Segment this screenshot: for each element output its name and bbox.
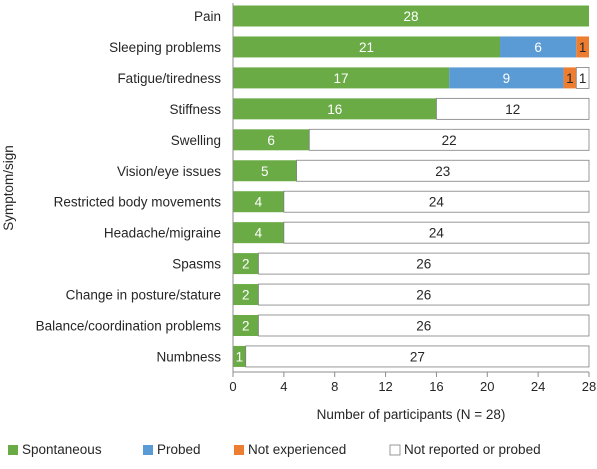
bar-segment-spontaneous (233, 129, 310, 151)
data-label: 9 (503, 71, 511, 86)
category-label: Swelling (171, 133, 221, 148)
data-label: 16 (327, 102, 342, 117)
data-label: 5 (261, 164, 269, 179)
data-label: 6 (534, 40, 542, 55)
category-label: Fatigue/tiredness (117, 71, 221, 86)
category-label: Stiffness (169, 102, 221, 117)
bar-segment-spontaneous (233, 284, 259, 306)
data-label: 17 (334, 71, 349, 86)
legend-swatch-not-reported-or-probed (389, 444, 401, 456)
bar-segment-not-reported-or-probed (296, 159, 590, 182)
data-label: 22 (442, 133, 457, 148)
x-tick-label: 8 (331, 379, 338, 394)
data-label: 21 (359, 40, 374, 55)
bar-segment-spontaneous (233, 222, 284, 244)
legend-swatch-not-experienced (234, 445, 244, 455)
data-label: 26 (416, 257, 431, 272)
bar-segment-not-reported-or-probed (283, 190, 590, 213)
data-label: 26 (416, 288, 431, 303)
legend-label-not-experienced: Not experienced (248, 442, 346, 457)
bar-segment-spontaneous (233, 315, 259, 336)
x-tick-label: 16 (429, 379, 443, 394)
bar-segment-not-experienced (576, 36, 589, 58)
data-label: 4 (255, 226, 263, 241)
category-label: Vision/eye issues (117, 164, 221, 179)
bar-segment-not-reported-or-probed (258, 314, 590, 337)
bar-segment-not-reported-or-probed (308, 128, 590, 151)
bar-segment-probed (449, 67, 564, 89)
x-tick-label: 0 (229, 379, 236, 394)
data-label: 1 (236, 349, 244, 364)
bar-segment-spontaneous (233, 345, 246, 367)
x-axis-title: Number of participants (N = 28) (317, 407, 506, 422)
bar-segment-probed (500, 36, 577, 58)
category-label: Spasms (172, 257, 221, 272)
bar-segment-spontaneous (233, 253, 259, 275)
bar-segment-not-reported-or-probed (245, 345, 590, 368)
bar-segment-not-experienced (563, 67, 577, 89)
bar-segment-spontaneous (233, 67, 450, 89)
bar-segment-not-reported-or-probed (283, 221, 590, 244)
x-tick-label: 4 (280, 379, 287, 394)
data-label: 2 (242, 288, 250, 303)
category-label: Pain (194, 9, 221, 24)
category-label: Numbness (156, 349, 221, 364)
bar-segment-not-reported-or-probed (258, 283, 590, 306)
x-tick-label: 28 (582, 379, 596, 394)
data-label: 1 (579, 40, 587, 55)
category-label: Sleeping problems (109, 40, 221, 55)
legend-label-probed: Probed (157, 442, 201, 457)
category-label: Headache/migraine (104, 226, 221, 241)
data-label: 26 (416, 319, 431, 334)
bar-segment-spontaneous (233, 5, 589, 27)
data-label: 28 (403, 9, 418, 24)
data-label: 27 (410, 349, 425, 364)
bar-segment-not-reported-or-probed (258, 252, 590, 275)
data-label: 23 (435, 164, 450, 179)
x-tick-label: 24 (531, 379, 545, 394)
category-label: Restricted body movements (54, 195, 222, 210)
x-tick-label: 20 (480, 379, 494, 394)
data-label: 2 (242, 257, 250, 272)
x-tick-label: 12 (378, 379, 392, 394)
data-label: 24 (429, 195, 445, 210)
data-label: 6 (267, 133, 275, 148)
bar-segment-spontaneous (233, 160, 297, 182)
bar-segment-not-reported-or-probed (575, 67, 590, 89)
bar-segment-spontaneous (233, 191, 284, 213)
data-label: 1 (566, 71, 574, 86)
legend-label-not-reported-or-probed: Not reported or probed (404, 442, 541, 457)
legend-swatch-spontaneous (8, 445, 18, 455)
data-label: 4 (255, 195, 263, 210)
data-label: 24 (429, 226, 445, 241)
legend-swatch-probed (143, 445, 153, 455)
bar-segment-not-reported-or-probed (436, 97, 590, 120)
bar-segment-spontaneous (233, 98, 437, 120)
bar-segment-spontaneous (233, 36, 500, 58)
category-label: Balance/coordination problems (36, 319, 222, 334)
y-axis-title: Symptom/sign (1, 145, 16, 231)
legend-label-spontaneous: Spontaneous (22, 442, 102, 457)
data-label: 12 (505, 102, 520, 117)
data-label: 1 (579, 71, 587, 86)
category-label: Change in posture/stature (66, 288, 221, 303)
data-label: 2 (242, 319, 250, 334)
